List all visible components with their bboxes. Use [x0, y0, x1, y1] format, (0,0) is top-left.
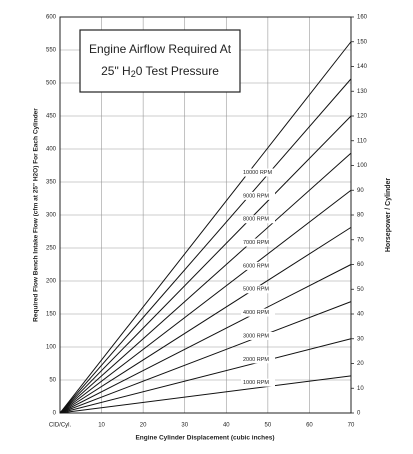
y-tick-label: 150	[46, 312, 57, 318]
y-tick-label: 350	[46, 180, 57, 186]
y2-tick-label: 140	[357, 64, 368, 70]
series-line	[59, 375, 352, 414]
series-label-bg	[241, 355, 275, 364]
series-label: 9000 RPM	[243, 193, 269, 199]
series-label-bg	[241, 215, 275, 224]
y-tick-label: 500	[46, 81, 57, 87]
series-label: 1000 RPM	[243, 380, 269, 386]
y2-tick-label: 60	[357, 262, 364, 268]
series-line	[59, 301, 352, 414]
title-box	[79, 29, 241, 93]
y-tick-label: 300	[46, 213, 57, 219]
y2-tick-label: 160	[357, 15, 368, 21]
y2-tick-label: 30	[357, 336, 364, 342]
series-label: 5000 RPM	[243, 287, 269, 293]
y2-tick-label: 120	[357, 114, 368, 120]
series-label: 7000 RPM	[243, 240, 269, 246]
x-tick-label: 60	[306, 423, 313, 429]
series-line	[59, 189, 352, 414]
series-label-bg	[241, 308, 275, 317]
series-line	[59, 226, 352, 414]
x-tick-label: 70	[348, 423, 355, 429]
series-label-bg	[241, 285, 275, 294]
y-tick-label: 550	[46, 48, 57, 54]
series-label: 10000 RPM	[243, 170, 272, 176]
subtitle-part: 25" H	[101, 64, 131, 78]
series-label-bg	[241, 168, 275, 177]
x-tick-label: CID/Cyl.	[49, 423, 72, 429]
chart-title: Engine Airflow Required At	[89, 42, 232, 56]
y2-tick-label: 0	[357, 411, 361, 417]
chart-subtitle: 25" H20 Test Pressure	[101, 64, 219, 79]
y-tick-label: 100	[46, 345, 57, 351]
series-label: 6000 RPM	[243, 263, 269, 269]
y2-tick-label: 130	[357, 89, 368, 95]
series-label-bg	[241, 191, 275, 200]
y2-tick-label: 50	[357, 287, 364, 293]
series-line	[59, 41, 352, 414]
series-line	[59, 152, 352, 414]
y2-tick-label: 100	[357, 163, 368, 169]
series-line	[59, 264, 352, 414]
series-label-bg	[241, 238, 275, 247]
y-tick-label: 50	[49, 378, 56, 384]
series-label: 8000 RPM	[243, 217, 269, 223]
y2-tick-label: 110	[357, 138, 367, 144]
y2-tick-label: 20	[357, 361, 364, 367]
subtitle-part: 0 Test Pressure	[136, 64, 219, 78]
series-label-bg	[241, 378, 275, 387]
series-label: 2000 RPM	[243, 357, 269, 363]
series-label-bg	[241, 331, 275, 340]
y-tick-label: 400	[46, 147, 57, 153]
y2-tick-label: 90	[357, 188, 364, 194]
x-tick-label: 30	[181, 423, 188, 429]
y2-tick-label: 40	[357, 312, 364, 318]
x-axis-label: Engine Cylinder Displacement (cubic inch…	[135, 435, 274, 442]
series-label: 4000 RPM	[243, 310, 269, 316]
x-tick-label: 10	[98, 423, 105, 429]
y2-tick-label: 80	[357, 213, 364, 219]
y2-tick-label: 150	[357, 39, 368, 45]
series-line	[59, 115, 352, 414]
series-label: 3000 RPM	[243, 333, 269, 339]
y-axis-label: Required Flow Bench Intake Flow (cfm at …	[33, 108, 40, 322]
series-label-bg	[241, 261, 275, 270]
y2-tick-label: 10	[357, 386, 364, 392]
y-tick-label: 200	[46, 279, 57, 285]
y-tick-label: 450	[46, 114, 57, 120]
x-tick-label: 20	[140, 423, 147, 429]
y-tick-label: 250	[46, 246, 57, 252]
series-line	[59, 78, 352, 414]
series-line	[59, 338, 352, 414]
y2-axis-label: Horsepower / Cylinder	[385, 178, 392, 253]
subtitle-subscript: 2	[131, 69, 136, 79]
plot-frame	[59, 16, 352, 414]
x-tick-label: 40	[223, 423, 230, 429]
y-tick-label: 600	[46, 15, 57, 21]
y2-tick-label: 70	[357, 237, 364, 243]
y-tick-label: 0	[53, 411, 57, 417]
x-tick-label: 50	[265, 423, 272, 429]
